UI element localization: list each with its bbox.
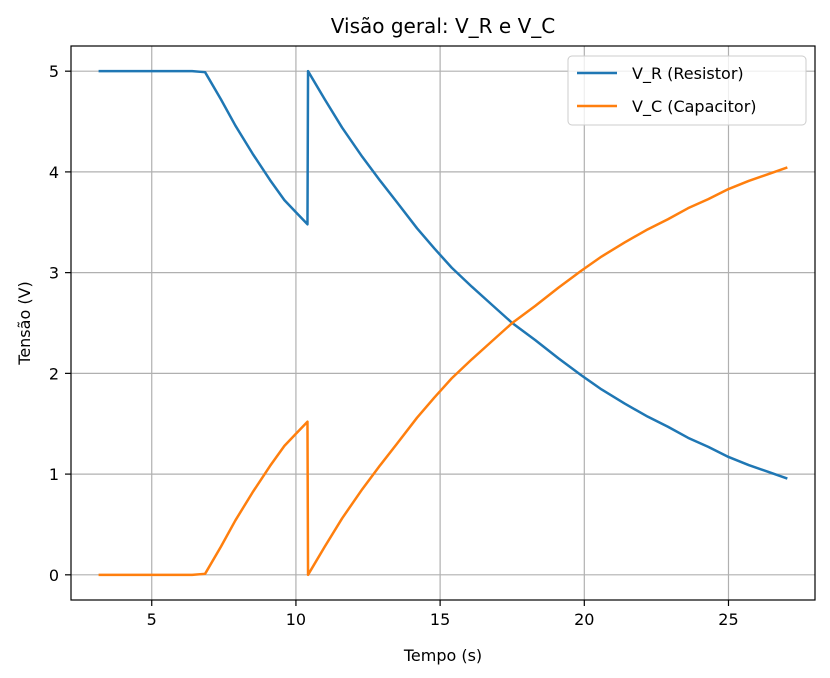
y-axis-label: Tensão (V) [15, 281, 34, 365]
y-tick-label-5: 5 [49, 62, 59, 81]
x-tick-label-25: 25 [718, 610, 738, 629]
series-line-v-c [98, 166, 788, 577]
axis-ticks: 5 10 15 20 25 0 1 2 3 4 5 [49, 62, 739, 629]
legend-box [567, 55, 807, 126]
series-line-v-r [98, 69, 788, 480]
x-tick-label-15: 15 [430, 610, 450, 629]
y-tick-label-1: 1 [49, 465, 59, 484]
legend-label-v-c: V_C (Capacitor) [632, 97, 757, 117]
y-tick-label-0: 0 [49, 566, 59, 585]
x-axis-label: Tempo (s) [403, 646, 482, 665]
x-tick-label-10: 10 [286, 610, 306, 629]
data-series [98, 69, 788, 577]
y-tick-label-3: 3 [49, 264, 59, 283]
x-tick-label-20: 20 [574, 610, 594, 629]
chart-title: Visão geral: V_R e V_C [331, 14, 555, 38]
x-tick-label-5: 5 [147, 610, 157, 629]
plot-area-frame [70, 45, 816, 601]
legend: V_R (Resistor) V_C (Capacitor) [567, 55, 807, 126]
y-tick-label-2: 2 [49, 364, 59, 383]
legend-label-v-r: V_R (Resistor) [632, 64, 744, 84]
y-tick-label-4: 4 [49, 163, 59, 182]
